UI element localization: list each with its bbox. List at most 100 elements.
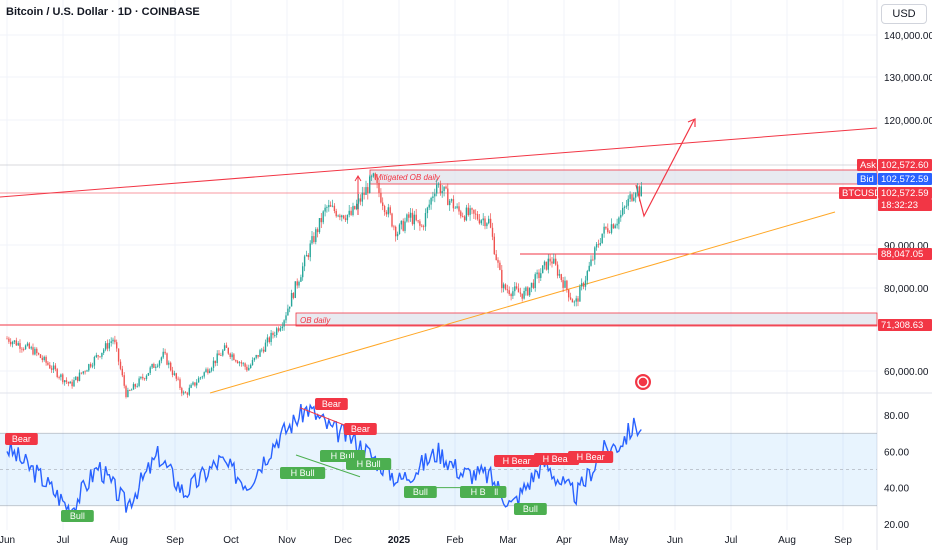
candle-body: [37, 353, 40, 355]
rsi-signal-badge: [5, 433, 38, 445]
candle-body: [382, 202, 384, 206]
candle-body: [469, 208, 471, 215]
div-line: [295, 454, 361, 478]
candle-body: [315, 229, 317, 242]
candle-body: [149, 367, 151, 373]
rsi-signal-badge: [315, 398, 348, 410]
us-flag-ring: [637, 376, 649, 388]
mitigated-ob-label: Mitigated OB daily: [375, 173, 441, 182]
candle-body: [389, 207, 391, 214]
candle-body: [82, 371, 84, 374]
candle-body: [250, 365, 252, 368]
marker-arrowhead: [354, 175, 362, 182]
candle-body: [106, 343, 109, 349]
rsi-signal-label: H Bull: [357, 459, 381, 469]
candle-body: [147, 373, 150, 376]
candle-body: [339, 215, 341, 218]
candle-body: [428, 204, 430, 208]
bid-label-bg: [857, 173, 877, 185]
candle-body: [542, 265, 544, 274]
candle-body: [404, 221, 406, 231]
candle-body: [294, 281, 296, 298]
candle-body: [391, 213, 393, 227]
bid-value-bg: [878, 173, 932, 185]
candle-body: [486, 223, 488, 227]
candle-body: [192, 382, 194, 385]
candle-body: [207, 369, 209, 373]
candle-body: [235, 360, 237, 362]
price-tick-label: 60,000.00: [884, 367, 929, 378]
candle-body: [259, 350, 261, 357]
candle-body: [573, 301, 575, 303]
candle-body: [411, 212, 414, 225]
candle-body: [402, 220, 404, 231]
candle-body: [75, 376, 77, 381]
candle-body: [510, 294, 512, 297]
price-tick-label: 140,000.00: [884, 31, 932, 42]
level-tag-71308: 71,308.63: [881, 320, 923, 331]
candle-body: [110, 341, 112, 343]
candle-body: [346, 214, 349, 221]
candle-body: [303, 256, 306, 267]
time-tick-label: Jul: [57, 535, 70, 546]
candle-body: [313, 236, 315, 242]
candle-body: [212, 360, 215, 368]
candle-body: [601, 233, 603, 243]
bar-countdown-bg: [878, 199, 932, 211]
candle-body: [463, 216, 466, 221]
candle-body: [549, 258, 551, 262]
candle-body: [73, 380, 75, 387]
candle-body: [571, 299, 574, 303]
symbol-tag: BTCUSD: [842, 188, 881, 199]
candle-body: [419, 221, 421, 226]
candle-body: [625, 205, 628, 207]
candle-body: [406, 214, 408, 222]
candle-body: [547, 258, 549, 270]
rsi-signal-label: H Bull: [331, 451, 355, 461]
symbol-title: Bitcoin / U.S. Dollar · 1D · COINBASE: [6, 6, 200, 18]
candle-body: [504, 284, 507, 290]
bid-label: Bid: [860, 174, 874, 185]
candle-body: [119, 361, 122, 369]
candle-body: [218, 353, 220, 356]
time-tick-label: Aug: [778, 535, 796, 546]
candle-body: [581, 283, 583, 287]
candle-body: [305, 255, 308, 257]
candle-body: [188, 387, 190, 395]
candle-body: [26, 343, 29, 346]
candle-body: [436, 184, 438, 194]
candle-body: [354, 206, 356, 210]
rsi-signal-label: Bull: [70, 511, 85, 521]
candle-body: [603, 226, 605, 234]
candle-body: [168, 362, 170, 365]
candle-body: [488, 218, 490, 224]
candle-body: [162, 351, 164, 358]
candle-body: [292, 293, 295, 298]
currency-button[interactable]: USD: [881, 4, 927, 24]
candle-body: [380, 192, 382, 203]
candle-body: [629, 194, 631, 199]
candle-body: [15, 340, 17, 346]
candle-body: [638, 186, 641, 197]
candle-body: [495, 254, 497, 260]
rsi-signal-badge: [494, 455, 540, 467]
candle-body: [30, 347, 32, 349]
candle-body: [365, 187, 367, 195]
candle-body: [97, 355, 99, 357]
candle-body: [214, 360, 216, 364]
candle-body: [244, 363, 246, 367]
candle-body: [270, 332, 272, 342]
price-tick-label: 90,000.00: [884, 241, 929, 252]
candle-body: [28, 343, 30, 349]
candle-body: [183, 392, 185, 394]
candle-body: [246, 366, 248, 371]
candle-body: [203, 372, 205, 377]
candle-body: [248, 367, 250, 371]
candle-body: [236, 361, 239, 364]
candle-body: [19, 343, 21, 349]
candle-body: [515, 286, 518, 289]
candle-body: [408, 214, 410, 218]
time-tick-label: Feb: [446, 535, 464, 546]
candle-body: [517, 288, 520, 293]
